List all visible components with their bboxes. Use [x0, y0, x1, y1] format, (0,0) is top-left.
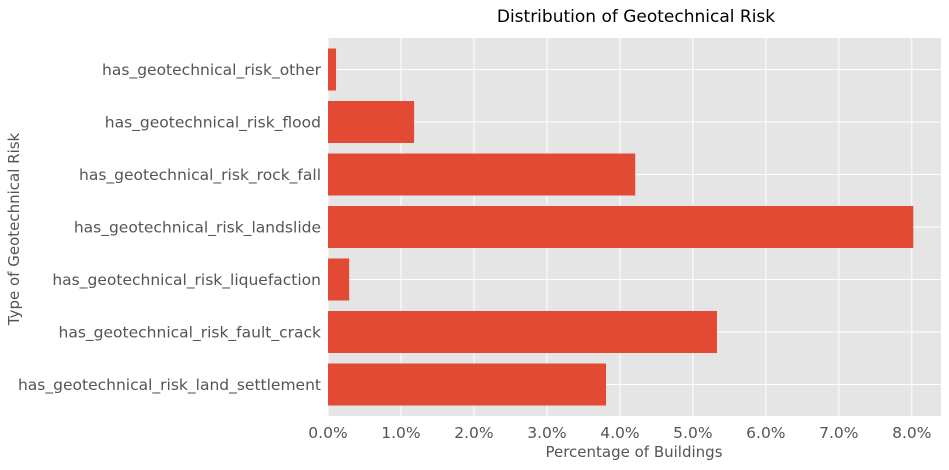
x-tick-label: 7.0%: [819, 424, 858, 442]
x-tick-label: 0.0%: [308, 424, 347, 442]
bar-has-geotechnical-risk-rock-fall: [328, 153, 636, 196]
x-tick-label: 4.0%: [600, 424, 639, 442]
bar-has-geotechnical-risk-fault-crack: [328, 311, 717, 353]
bar-has-geotechnical-risk-land-settlement: [328, 363, 607, 406]
y-tick-labels: has_geotechnical_risk_land_settlement has…: [18, 61, 322, 395]
x-tick-label: 3.0%: [527, 424, 566, 442]
bars: [328, 48, 914, 406]
bar-has-geotechnical-risk-flood: [328, 101, 415, 143]
y-tick-label: has_geotechnical_risk_land_settlement: [18, 376, 321, 395]
y-tick-label: has_geotechnical_risk_flood: [105, 114, 321, 133]
x-tick-labels: 0.0% 1.0% 2.0% 3.0% 4.0% 5.0% 6.0% 7.0% 8.0%: [308, 424, 931, 442]
y-tick-label: has_geotechnical_risk_other: [102, 61, 322, 80]
x-tick-label: 1.0%: [381, 424, 420, 442]
y-tick-label: has_geotechnical_risk_rock_fall: [79, 166, 321, 185]
y-tick-label: has_geotechnical_risk_landslide: [74, 219, 321, 238]
x-tick-label: 5.0%: [673, 424, 712, 442]
y-tick-label: has_geotechnical_risk_liquefaction: [52, 271, 321, 290]
chart-title: Distribution of Geotechnical Risk: [497, 7, 775, 27]
y-tick-label: has_geotechnical_risk_fault_crack: [59, 324, 321, 343]
bar-has-geotechnical-risk-landslide: [328, 206, 914, 248]
x-tick-label: 8.0%: [892, 424, 931, 442]
x-tick-label: 2.0%: [454, 424, 493, 442]
bar-has-geotechnical-risk-liquefaction: [328, 258, 350, 301]
y-axis-label: Type of Geotechnical Risk: [5, 132, 23, 326]
x-axis-label: Percentage of Buildings: [545, 443, 722, 461]
bar-has-geotechnical-risk-other: [328, 48, 337, 91]
x-tick-label: 6.0%: [746, 424, 785, 442]
